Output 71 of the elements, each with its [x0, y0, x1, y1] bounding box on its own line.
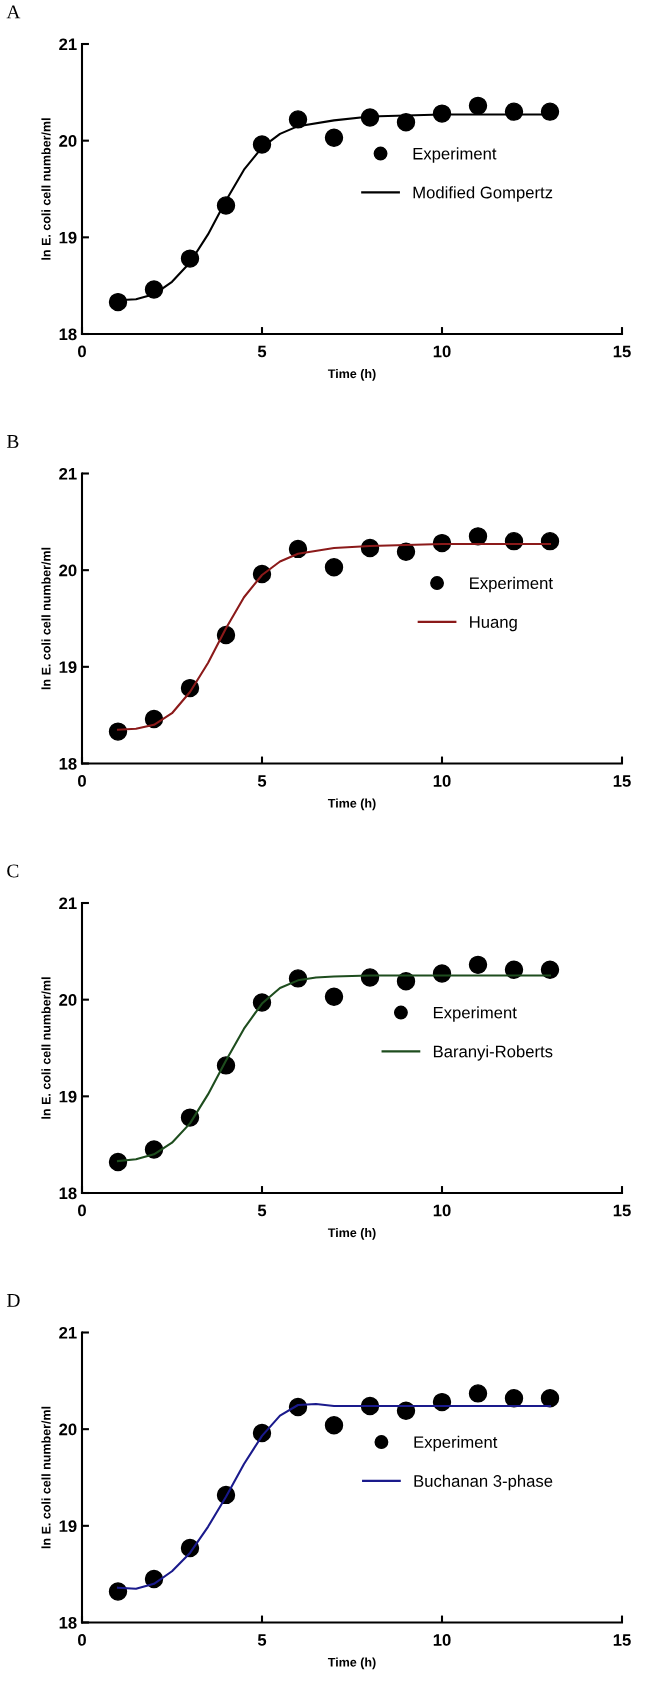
y-axis-title: ln E. coli cell number/ml — [41, 547, 51, 690]
y-tick-label: 19 — [59, 231, 77, 244]
point — [468, 1384, 488, 1403]
chart-title: A — [6, 5, 21, 19]
x-tick-label: 0 — [78, 345, 86, 358]
point — [108, 292, 128, 312]
x-tick-label: 5 — [257, 1204, 267, 1217]
y-tick-label: 21 — [59, 467, 77, 480]
point — [540, 1389, 560, 1408]
point — [324, 1416, 344, 1435]
y-tick-label: 19 — [59, 1520, 77, 1533]
x-tick-label: 10 — [433, 775, 451, 787]
y-axis-title: ln E. coli cell number/ml — [41, 977, 51, 1119]
point — [504, 1389, 524, 1408]
x-tick-label: 15 — [613, 775, 631, 787]
y-tick-label: 21 — [59, 897, 77, 910]
y-tick-label: 20 — [59, 135, 77, 147]
x-tick-label: 10 — [433, 1204, 451, 1217]
x-tick-label: 5 — [257, 345, 267, 358]
point — [468, 96, 488, 116]
y-tick-label: 20 — [59, 564, 77, 577]
x-tick-label: 15 — [613, 345, 631, 358]
x-axis-title: Time (h) — [327, 368, 376, 381]
y-tick-label: 21 — [59, 38, 77, 51]
point — [540, 102, 560, 121]
legend-label: Modified Gompertz — [413, 186, 553, 202]
x-axis-title: Time (h) — [327, 1657, 376, 1670]
point — [540, 960, 560, 979]
point — [468, 527, 488, 546]
x-tick-label: 0 — [78, 1204, 86, 1217]
y-tick-label: 18 — [59, 328, 77, 341]
y-tick-label: 19 — [59, 1090, 77, 1103]
chart-title: B — [6, 435, 19, 448]
x-tick-label: 0 — [78, 775, 86, 787]
x-tick-label: 15 — [613, 1204, 631, 1217]
y-tick-label: 19 — [59, 661, 77, 674]
legend-label: Huang — [470, 616, 517, 632]
point — [324, 128, 344, 147]
y-axis-title: ln E. coli cell number/ml — [41, 1406, 51, 1549]
legend-label: Experiment — [414, 1435, 498, 1452]
y-tick-label: 18 — [59, 757, 77, 770]
y-tick-label: 20 — [59, 994, 77, 1006]
point — [108, 1582, 128, 1601]
y-tick-label: 21 — [59, 1326, 77, 1339]
point — [324, 558, 344, 577]
legend-label: Experiment — [413, 147, 497, 163]
y-axis-title: ln E. coli cell number/ml — [41, 118, 51, 260]
legend-label: Buchanan 3-phase — [414, 1474, 553, 1491]
y-tick-label: 20 — [59, 1423, 77, 1436]
y-tick-label: 18 — [59, 1187, 77, 1200]
point — [108, 722, 128, 741]
x-tick-label: 5 — [257, 1634, 267, 1646]
y-tick-label: 18 — [59, 1616, 77, 1629]
x-tick-label: 15 — [613, 1634, 631, 1646]
x-axis-title: Time (h) — [327, 1227, 376, 1240]
x-tick-label: 10 — [433, 345, 451, 358]
x-tick-label: 5 — [257, 775, 267, 787]
x-tick-label: 0 — [78, 1634, 86, 1646]
point — [324, 987, 344, 1006]
x-tick-label: 10 — [433, 1634, 451, 1646]
x-axis-title: Time (h) — [327, 798, 376, 811]
point — [396, 542, 416, 562]
point — [468, 955, 488, 975]
legend-label: Experiment — [433, 1006, 517, 1022]
legend-label: Baranyi-Roberts — [433, 1045, 553, 1061]
point — [540, 531, 560, 551]
chart-title: D — [6, 1294, 20, 1307]
point — [288, 110, 308, 129]
point — [108, 1152, 128, 1172]
chart-title: C — [7, 864, 19, 878]
legend-label: Experiment — [470, 576, 553, 593]
